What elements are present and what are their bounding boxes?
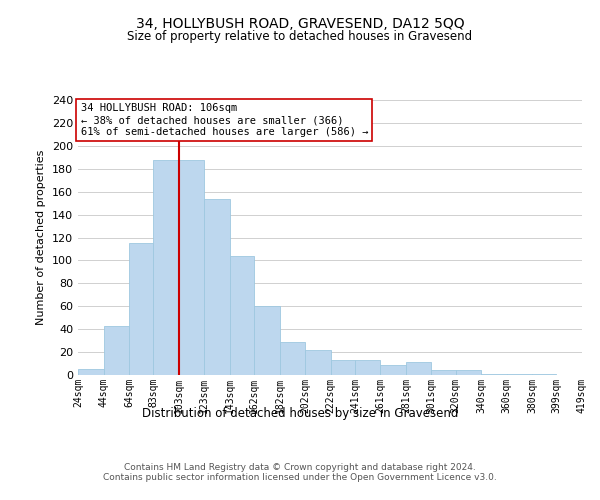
Text: 34 HOLLYBUSH ROAD: 106sqm
← 38% of detached houses are smaller (366)
61% of semi: 34 HOLLYBUSH ROAD: 106sqm ← 38% of detac… bbox=[80, 104, 368, 136]
Bar bbox=[230, 256, 254, 375]
Text: Size of property relative to detached houses in Gravesend: Size of property relative to detached ho… bbox=[127, 30, 473, 43]
Bar bbox=[455, 370, 481, 375]
Bar bbox=[179, 160, 205, 375]
Bar bbox=[153, 160, 179, 375]
Bar bbox=[205, 198, 230, 375]
Bar bbox=[254, 306, 280, 375]
Bar bbox=[481, 374, 507, 375]
Bar bbox=[305, 350, 331, 375]
Text: Contains HM Land Registry data © Crown copyright and database right 2024.
Contai: Contains HM Land Registry data © Crown c… bbox=[103, 462, 497, 482]
Bar bbox=[104, 326, 129, 375]
Bar bbox=[431, 370, 455, 375]
Bar bbox=[129, 243, 153, 375]
Bar bbox=[78, 370, 104, 375]
Bar bbox=[532, 374, 556, 375]
Bar bbox=[355, 360, 380, 375]
Text: Distribution of detached houses by size in Gravesend: Distribution of detached houses by size … bbox=[142, 408, 458, 420]
Bar bbox=[406, 362, 431, 375]
Bar bbox=[280, 342, 305, 375]
Bar bbox=[331, 360, 355, 375]
Bar bbox=[507, 374, 532, 375]
Bar bbox=[380, 364, 406, 375]
Y-axis label: Number of detached properties: Number of detached properties bbox=[37, 150, 46, 325]
Text: 34, HOLLYBUSH ROAD, GRAVESEND, DA12 5QQ: 34, HOLLYBUSH ROAD, GRAVESEND, DA12 5QQ bbox=[136, 18, 464, 32]
